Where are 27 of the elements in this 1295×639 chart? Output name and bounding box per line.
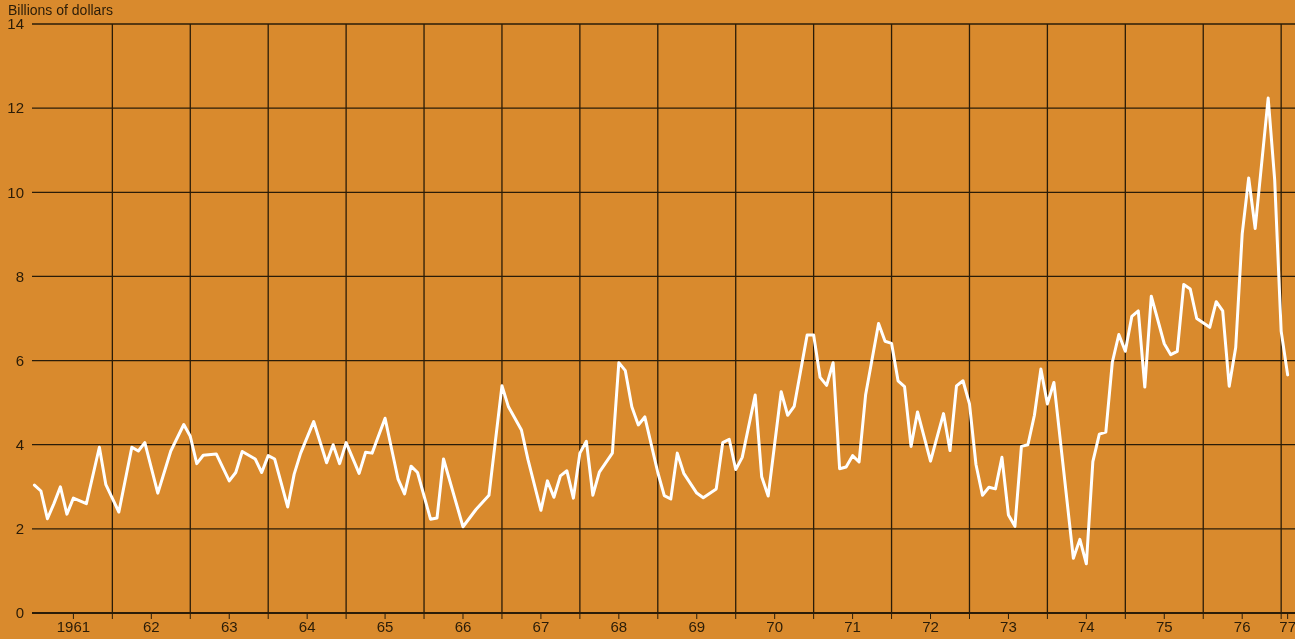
x-tick-label: 70 bbox=[766, 617, 784, 635]
x-tick-label: 75 bbox=[1155, 617, 1173, 635]
x-tick-label: 66 bbox=[454, 617, 472, 635]
y-tick-label: 10 bbox=[7, 183, 24, 201]
line-series bbox=[32, 96, 1290, 566]
y-axis-title: Billions of dollars bbox=[8, 2, 114, 18]
y-tick-label: 2 bbox=[15, 520, 24, 538]
x-tick-label: 67 bbox=[532, 617, 550, 635]
x-tick-label: 76 bbox=[1233, 617, 1251, 635]
x-tick-label: 63 bbox=[220, 617, 238, 635]
y-tick-label: 12 bbox=[7, 99, 24, 117]
x-tick-label: 72 bbox=[922, 617, 939, 635]
x-tick-label: 69 bbox=[688, 617, 706, 635]
y-tick-label: 4 bbox=[15, 436, 24, 454]
x-tick-label: 77 bbox=[1279, 617, 1295, 635]
y-tick-label: 14 bbox=[7, 15, 24, 33]
x-tick-label: 64 bbox=[298, 617, 316, 635]
x-tick-label: 1961 bbox=[56, 617, 91, 635]
y-tick-label: 0 bbox=[15, 604, 24, 622]
y-tick-label: 8 bbox=[15, 267, 24, 285]
x-tick-label: 65 bbox=[376, 617, 394, 635]
y-tick-label: 6 bbox=[15, 351, 24, 369]
x-tick-label: 62 bbox=[142, 617, 160, 635]
x-tick-label: 73 bbox=[1000, 617, 1017, 635]
x-tick-label: 74 bbox=[1078, 617, 1095, 635]
x-tick-label: 68 bbox=[610, 617, 628, 635]
x-tick-label: 71 bbox=[844, 617, 861, 635]
